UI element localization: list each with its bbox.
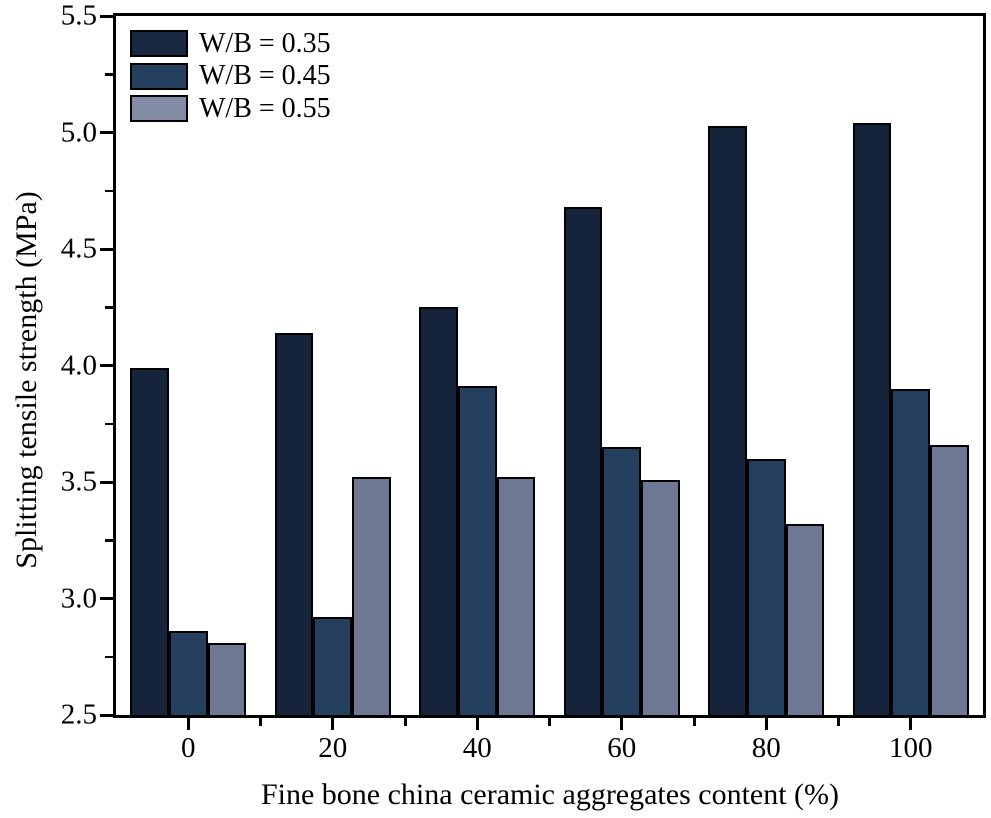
y-tick-label-3: 3.0	[60, 582, 97, 614]
bar-0.55-cat0	[207, 642, 247, 715]
legend-label: W/B = 0.55	[199, 92, 331, 124]
legend-swatch-icon	[130, 95, 188, 122]
bar-0.55-cat100	[930, 444, 969, 715]
y-tick-label-4: 4.0	[60, 349, 97, 381]
bar-0.35-cat40	[419, 307, 458, 715]
x-tick-label-60: 60	[607, 732, 637, 764]
legend-item-0: W/B = 0.35	[130, 27, 331, 59]
legend-swatch-icon	[130, 30, 188, 57]
legend-label: W/B = 0.45	[199, 60, 331, 91]
bar-0.55-cat60	[641, 479, 680, 715]
x-major-tick-0	[186, 718, 190, 730]
legend-item-2: W/B = 0.55	[130, 92, 331, 124]
bar-0.35-cat0	[130, 367, 169, 715]
bar-0.35-cat80	[708, 125, 747, 715]
x-axis-title: Fine bone china ceramic aggregates conte…	[260, 778, 840, 811]
y-minor-tick-3.75	[105, 422, 113, 425]
bar-0.35-cat60	[563, 207, 603, 715]
x-tick-label-80: 80	[751, 732, 781, 764]
bar-0.45-cat40	[457, 386, 497, 715]
x-major-tick-100	[909, 718, 913, 730]
y-minor-tick-5.25	[105, 73, 113, 76]
bar-0.45-cat60	[602, 447, 642, 715]
y-major-tick-3.5	[100, 480, 113, 484]
legend-swatch-icon	[130, 62, 188, 90]
x-tick-label-20: 20	[318, 732, 348, 764]
y-tick-label-5: 5.0	[60, 116, 97, 148]
bar-0.55-cat20	[352, 477, 391, 715]
y-tick-label-4.5: 4.5	[60, 232, 97, 265]
y-major-tick-4	[100, 364, 113, 367]
bar-0.35-cat20	[274, 332, 314, 715]
x-tick-label-40: 40	[462, 732, 492, 764]
x-minor-tick-50	[548, 718, 551, 726]
bar-0.45-cat100	[891, 388, 931, 715]
y-major-tick-2.5	[100, 713, 113, 717]
y-minor-tick-4.75	[105, 189, 113, 192]
plot-frame	[113, 13, 986, 718]
bar-0.55-cat40	[496, 477, 536, 715]
y-tick-label-3.5: 3.5	[60, 465, 97, 498]
y-tick-label-2.5: 2.5	[60, 698, 97, 731]
x-major-tick-40	[475, 718, 479, 730]
y-tick-label-5.5: 5.5	[60, 0, 97, 32]
y-major-tick-4.5	[100, 247, 113, 251]
bar-0.45-cat0	[168, 631, 208, 715]
x-major-tick-80	[764, 718, 768, 730]
x-major-tick-20	[331, 718, 335, 730]
y-major-tick-5	[100, 131, 113, 134]
bar-0.55-cat80	[785, 523, 825, 715]
y-minor-tick-4.25	[105, 306, 113, 309]
y-major-tick-3	[100, 597, 113, 600]
bar-0.45-cat80	[746, 458, 786, 715]
x-tick-label-100: 100	[889, 732, 933, 764]
x-minor-tick-70	[692, 718, 696, 726]
legend-label: W/B = 0.35	[199, 27, 331, 59]
legend-item-1: W/B = 0.45	[130, 60, 331, 91]
x-tick-label-0: 0	[181, 732, 196, 764]
y-minor-tick-2.75	[105, 655, 113, 658]
x-major-tick-60	[620, 718, 624, 730]
legend: W/B = 0.35 W/B = 0.45 W/B = 0.55	[130, 27, 331, 128]
x-minor-tick-30	[403, 718, 407, 726]
y-minor-tick-3.25	[105, 539, 113, 542]
x-minor-tick-10	[259, 718, 262, 726]
bar-0.45-cat20	[313, 617, 353, 715]
bar-0.35-cat100	[852, 123, 892, 715]
y-major-tick-5.5	[100, 14, 113, 18]
x-minor-tick-90	[837, 718, 840, 726]
